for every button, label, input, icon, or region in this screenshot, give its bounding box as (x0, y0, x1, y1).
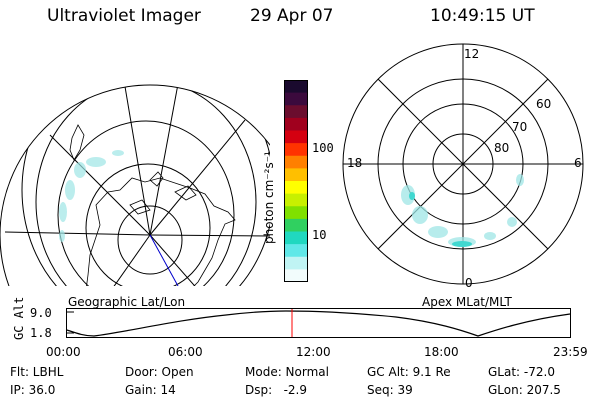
status-ip: IP: 36.0 (10, 383, 56, 397)
header-time: 10:49:15 UT (430, 6, 535, 26)
timeline-tick-1200: 12:00 (296, 345, 331, 359)
mlat-label-60: 60 (536, 97, 552, 111)
altitude-timeline (66, 308, 571, 338)
colorbar-segment (284, 256, 308, 270)
status-gc-alt: GC Alt: 9.1 Re (367, 365, 451, 379)
colorbar (284, 80, 308, 282)
magnetic-meridian-line (149, 234, 179, 286)
altitude-curve (66, 310, 571, 337)
colorbar-unit-label: photon cm⁻²s⁻¹ (262, 151, 276, 244)
colorbar-segment (284, 206, 308, 220)
instrument-title: Ultraviolet Imager (47, 6, 201, 26)
colorbar-segment (284, 231, 308, 245)
colorbar-segment (284, 92, 308, 106)
colorbar-segment (284, 193, 308, 207)
left-panel-label: Geographic Lat/Lon (68, 295, 186, 309)
colorbar-segment (284, 244, 308, 258)
timeline-ymax: 9.0 (30, 306, 52, 320)
mlt-label-12: 12 (464, 47, 480, 61)
timeline-ymin: 1.8 (30, 326, 52, 340)
geographic-map (0, 84, 270, 286)
colorbar-segment (284, 105, 308, 119)
apex-polar-plot (342, 43, 584, 285)
header-date: 29 Apr 07 (250, 6, 334, 26)
colorbar-segment (284, 181, 308, 195)
colorbar-segment (284, 143, 308, 157)
mlat-label-70: 70 (512, 120, 528, 134)
colorbar-segment (284, 80, 308, 94)
right-panel-label: Apex MLat/MLT (422, 295, 512, 309)
colorbar-segment (284, 269, 308, 282)
status-dsp: Dsp: -2.9 (245, 383, 308, 397)
timeline-tick-1800: 18:00 (424, 345, 459, 359)
status-door: Door: Open (125, 365, 194, 379)
timeline-ylabel: GC Alt (12, 296, 26, 340)
timeline-tick-2359: 23:59 (553, 345, 588, 359)
status-gain: Gain: 14 (125, 383, 176, 397)
colorbar-segment (284, 218, 308, 233)
status-seq: Seq: 39 (367, 383, 413, 397)
mlat-label-80: 80 (494, 141, 510, 155)
colorbar-tick-100: 100 (312, 141, 334, 155)
status-filter: Flt: LBHL (10, 365, 64, 379)
status-glat: GLat: -72.0 (488, 365, 555, 379)
colorbar-segment (284, 130, 308, 144)
mlt-label-18: 18 (347, 156, 363, 170)
status-glon: GLon: 207.5 (488, 383, 561, 397)
status-mode: Mode: Normal (245, 365, 329, 379)
timeline-tick-0000: 00:00 (46, 345, 81, 359)
timeline-tick-0600: 06:00 (168, 345, 203, 359)
colorbar-segment (284, 168, 308, 182)
colorbar-tick-10: 10 (312, 228, 327, 242)
mlt-label-6: 6 (574, 156, 582, 170)
horizon-circle (0, 84, 270, 286)
mlt-label-0: 0 (465, 276, 473, 290)
colorbar-segment (284, 117, 308, 132)
colorbar-segment (284, 155, 308, 169)
